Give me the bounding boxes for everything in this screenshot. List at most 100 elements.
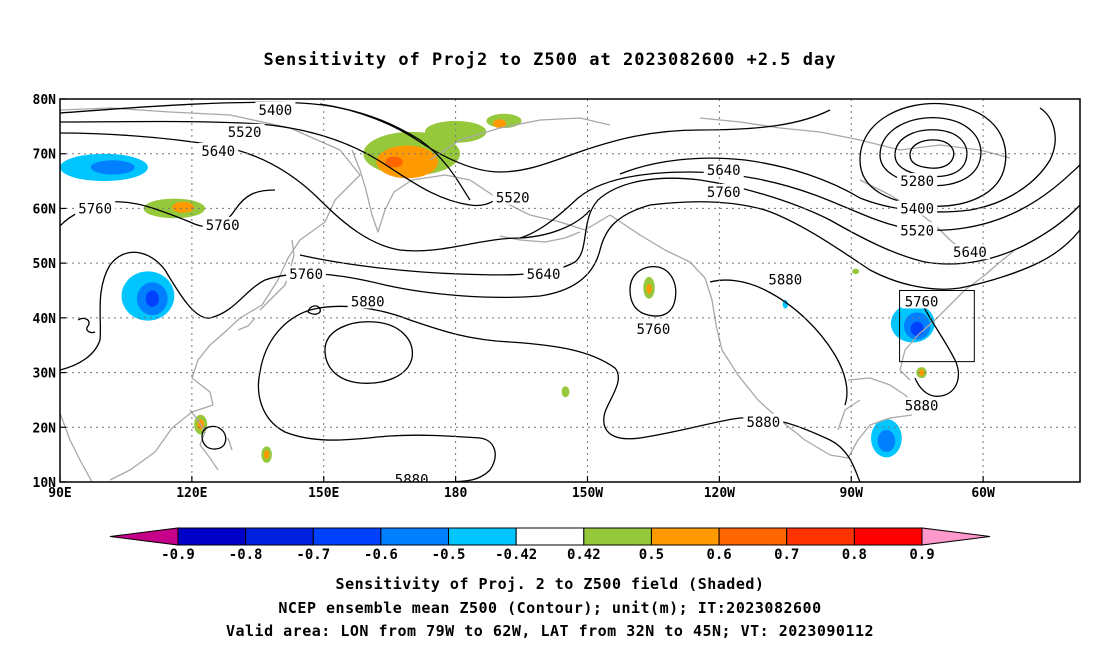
contour-label-bg (255, 101, 296, 117)
shaded-patch (172, 201, 195, 213)
cutoff-low-contour (629, 266, 677, 317)
contour-5880-north (709, 279, 848, 406)
contour-labels: 5400 5520 5640 5760 5760 5520 5640 5760 5640 5760… (75, 101, 990, 488)
contour-label-bg (224, 123, 265, 139)
colorbar-label: -0.5 (432, 547, 466, 563)
contour-5400-north (319, 103, 831, 173)
shaded-patch (877, 430, 896, 452)
valid-area-box (899, 290, 975, 363)
shaded-patch (852, 268, 860, 275)
colorbar-label: -0.8 (229, 547, 263, 563)
coastline-kamchatka (351, 149, 471, 233)
contour-label: 5760 (637, 322, 671, 338)
lon-tick-label: 180 (444, 486, 468, 501)
contour-label: 5640 (953, 245, 987, 261)
colorbar-segment (448, 527, 517, 546)
lon-tick-label: 150W (572, 486, 603, 501)
contour-label-bg (743, 413, 784, 429)
low-center-ring-3 (909, 139, 955, 169)
lat-lon-gridlines (60, 99, 1080, 482)
contour-label: 5760 (905, 294, 939, 310)
contour-label: 5640 (201, 144, 235, 160)
shaded-patch (782, 299, 788, 309)
colorbar-label: -0.7 (296, 547, 330, 563)
lon-tick-label: 150E (308, 486, 339, 501)
contour-label: 5880 (905, 398, 939, 414)
colorbar-segment (786, 527, 855, 546)
contour-label: 5880 (395, 472, 429, 488)
lon-tick-label: 120W (704, 486, 735, 501)
lat-tick-label: 30N (33, 367, 57, 382)
contour-label: 5760 (707, 185, 741, 201)
colorbar-label: 0.6 (706, 547, 731, 563)
contour-label-bg (286, 266, 327, 282)
colorbar-segment (245, 527, 314, 546)
contour-label: 5400 (900, 201, 934, 217)
colorbar-min-arrow (109, 527, 179, 546)
contour-label-bg (633, 320, 674, 336)
caption-line-3: Valid area: LON from 79W to 62W, LAT fro… (225, 622, 875, 640)
coastline-alaska (429, 117, 706, 279)
contour-label-bg (198, 142, 239, 158)
contour-label: 5760 (206, 218, 240, 234)
contour-label-bg (347, 293, 388, 309)
lon-tick-label: 120E (176, 486, 207, 501)
colorbar-label: 0.5 (639, 547, 664, 563)
colorbar-label: 0.8 (842, 547, 867, 563)
colorbar-segment (380, 527, 450, 546)
contour-label: 5520 (496, 190, 530, 206)
contour-west-loop (77, 317, 96, 334)
contour-label: 5640 (527, 267, 561, 283)
contour-label-bg (75, 200, 116, 216)
contour-label-bg (897, 222, 938, 238)
contour-label: 5880 (351, 294, 385, 310)
contour-label: 5520 (900, 223, 934, 239)
contour-label-bg (703, 184, 744, 200)
plot-frame (59, 98, 1081, 483)
contour-5880-east (914, 299, 959, 397)
contour-label-bg (391, 471, 432, 482)
contour-label-bg (949, 244, 990, 260)
shaded-patch (646, 283, 652, 294)
contour-5400-east (619, 107, 1056, 213)
contour-label-bg (492, 189, 533, 205)
lat-tick-label: 20N (33, 421, 57, 436)
colorbar-label: -0.42 (495, 547, 537, 563)
colorbar-label: 0.42 (567, 547, 601, 563)
lon-tick-label: 90E (48, 486, 71, 501)
colorbar-segment (853, 527, 923, 546)
contour-label: 5880 (768, 273, 802, 289)
lat-tick-label: 40N (33, 312, 57, 327)
colorbar-segment (515, 527, 585, 546)
lat-tick-label: 10N (33, 476, 57, 491)
contour-label-bg (897, 173, 938, 189)
contour-5520-main (519, 164, 1080, 239)
contour-5760-main (60, 201, 1080, 371)
shaded-patch (918, 369, 925, 376)
colorbar-label: 0.9 (909, 547, 934, 563)
chart-title: Sensitivity of Proj2 to Z500 at 20230826… (263, 50, 837, 70)
lat-tick-label: 70N (33, 148, 57, 163)
contour-label: 5760 (289, 267, 323, 283)
colorbar-segment (177, 527, 247, 546)
contour-label-bg (523, 266, 564, 282)
contour-label: 5400 (259, 103, 293, 119)
contour-label: 5520 (228, 125, 262, 141)
contour-5520-west (60, 120, 506, 207)
contour-label-bg (703, 162, 744, 178)
colorbar-segment (718, 527, 788, 546)
contour-5640-main (299, 177, 1080, 276)
caption-line-2: NCEP ensemble mean Z500 (Contour); unit(… (278, 599, 822, 617)
caption-line-1: Sensitivity of Proj. 2 to Z500 field (Sh… (335, 575, 765, 593)
contour-label-bg (901, 293, 942, 309)
lat-tick-label: 80N (33, 93, 57, 108)
contour-label: 5640 (707, 163, 741, 179)
colorbar: -0.9 -0.8 -0.7 -0.6 -0.5 -0.42 0.42 0.5 0.6 0.7 0.… (109, 527, 991, 563)
colorbar-segment (650, 527, 720, 546)
lon-tick-label: 90W (839, 486, 863, 501)
contour-label: 5760 (78, 201, 112, 217)
shaded-patch (561, 386, 570, 398)
shaded-patch (385, 156, 403, 168)
lat-tick-label: 60N (33, 202, 57, 217)
